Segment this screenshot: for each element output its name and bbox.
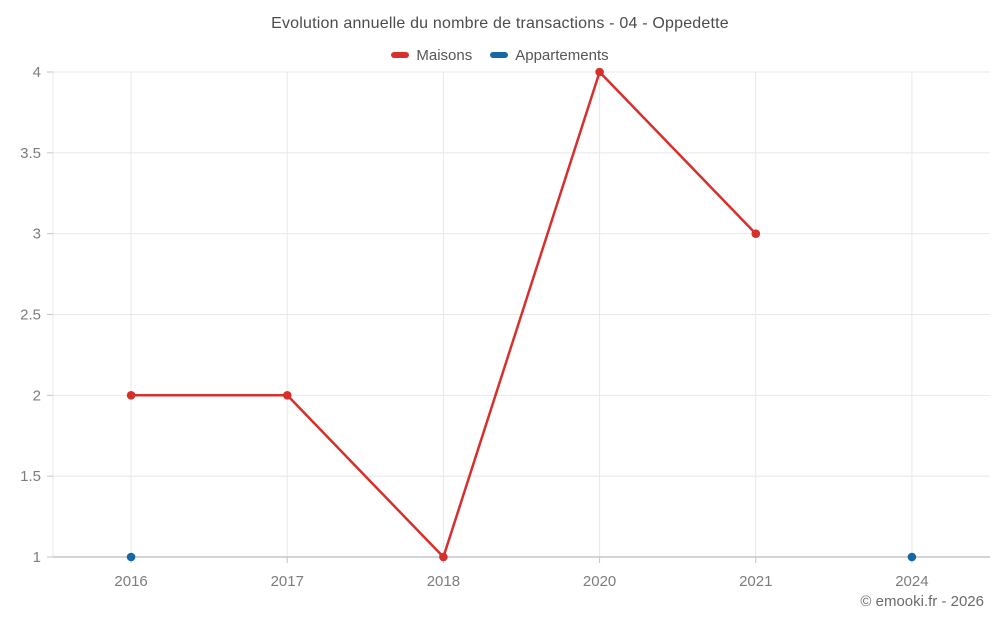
y-tick-label: 1.5 [20,468,41,485]
data-point-maisons-2021[interactable] [751,229,761,238]
legend-label-appartements: Appartements [515,46,609,64]
x-tick-label: 2021 [739,573,772,590]
x-tick-label: 2024 [895,573,928,590]
chart-legend: Maisons Appartements [0,45,1000,65]
data-point-maisons-2020[interactable] [595,67,604,77]
y-tick-label: 2.5 [20,307,41,324]
data-point-appartements-2024[interactable] [907,552,917,562]
x-tick-label: 2016 [114,573,147,590]
legend-item-appartements[interactable]: Appartements [490,46,609,64]
legend-label-maisons: Maisons [416,46,473,64]
y-tick-label: 1 [33,549,41,566]
x-tick-label: 2020 [583,573,616,590]
data-point-maisons-2018[interactable] [439,552,448,562]
x-tick-label: 2018 [427,573,460,590]
y-tick-label: 2 [33,387,41,404]
y-tick-label: 3.5 [20,145,41,162]
y-tick-label: 3 [33,226,41,243]
x-tick-label: 2017 [271,573,304,590]
legend-item-maisons[interactable]: Maisons [391,47,472,64]
copyright-text: © emooki.fr - 2026 [860,593,984,610]
chart-title: Evolution annuelle du nombre de transact… [271,15,729,32]
data-point-maisons-2016[interactable] [126,391,136,400]
data-point-maisons-2017[interactable] [283,391,292,400]
maisons-swatch-icon [391,52,410,58]
appartements-swatch-icon [490,52,509,58]
data-point-appartements-2016[interactable] [126,552,136,562]
y-tick-label: 4 [33,64,41,81]
